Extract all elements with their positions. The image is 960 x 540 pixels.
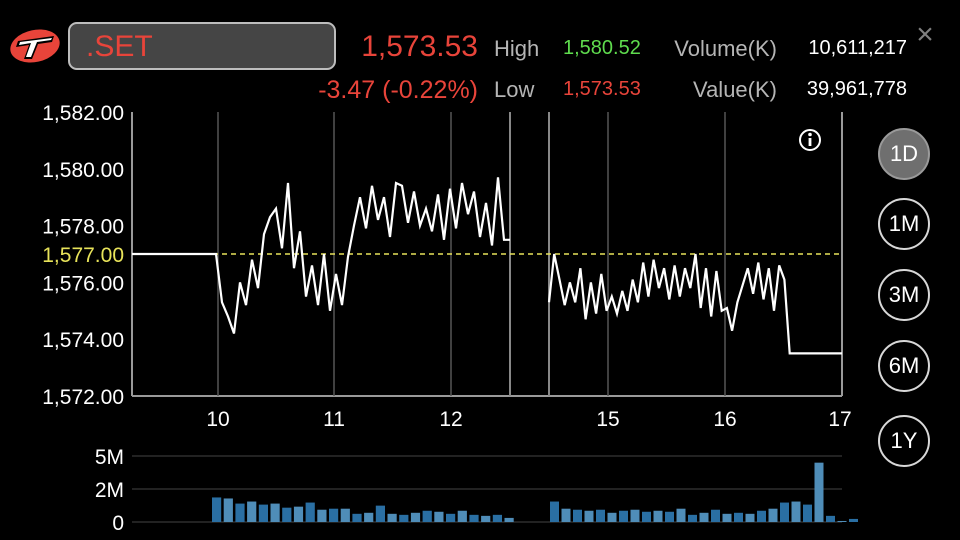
morning-session-line bbox=[132, 177, 510, 334]
volume-bar bbox=[584, 510, 594, 522]
high-value: 1,580.52 bbox=[563, 37, 641, 59]
volume-bar bbox=[596, 509, 605, 522]
volume-bar bbox=[734, 512, 743, 522]
volume-bar bbox=[803, 504, 812, 522]
y-tick-label: 1,576.00 bbox=[42, 272, 124, 295]
volume-bar bbox=[352, 513, 362, 522]
volume-bar bbox=[504, 517, 514, 522]
app-logo bbox=[10, 29, 60, 63]
volume-bar bbox=[791, 501, 801, 522]
volume-bar bbox=[223, 498, 233, 522]
volume-bar bbox=[317, 509, 327, 522]
y-axis: 1,582.00 1,580.00 1,578.00 1,576.00 1,574.00… bbox=[42, 102, 124, 409]
volume-bar bbox=[757, 510, 766, 522]
volume-tick-label: 5M bbox=[95, 446, 124, 469]
volume-bar bbox=[573, 509, 582, 522]
volume-label: Volume(K) bbox=[674, 36, 777, 61]
volume-bar bbox=[387, 513, 397, 522]
volume-bar bbox=[305, 502, 315, 522]
reference-label: 1,577.00 bbox=[42, 244, 124, 267]
x-axis: 10 11 12 15 16 17 bbox=[206, 408, 851, 431]
low-value: 1,573.53 bbox=[563, 78, 641, 100]
y-tick-label: 1,580.00 bbox=[42, 159, 124, 182]
volume-bar bbox=[293, 506, 304, 522]
volume-bar bbox=[550, 501, 559, 522]
volume-bar bbox=[282, 507, 292, 522]
volume-value: 10,611,217 bbox=[808, 37, 907, 59]
value-label: Value(K) bbox=[693, 77, 777, 102]
volume-bar bbox=[745, 513, 755, 522]
volume-bar bbox=[270, 503, 280, 522]
volume-bar bbox=[665, 511, 674, 522]
volume-bar bbox=[375, 505, 385, 522]
volume-bar bbox=[837, 520, 847, 522]
volume-bar bbox=[446, 513, 456, 522]
volume-bar bbox=[699, 512, 709, 522]
info-icon[interactable] bbox=[799, 129, 821, 151]
price-line bbox=[132, 177, 842, 355]
price-change: -3.47 (-0.22%) bbox=[318, 76, 478, 104]
volume-bar bbox=[653, 510, 663, 522]
y-tick-label: 1,582.00 bbox=[42, 102, 124, 125]
volume-bar bbox=[676, 508, 686, 522]
volume-bar bbox=[642, 511, 651, 522]
x-tick-label: 16 bbox=[713, 408, 736, 431]
volume-bar bbox=[814, 462, 824, 522]
volume-tick-label: 0 bbox=[112, 512, 124, 535]
y-tick-label: 1,572.00 bbox=[42, 386, 124, 409]
y-tick-label: 1,578.00 bbox=[42, 216, 124, 239]
afternoon-session-line bbox=[547, 253, 842, 355]
volume-bar bbox=[434, 511, 444, 522]
volume-bar bbox=[212, 497, 222, 522]
volume-bar bbox=[826, 515, 835, 522]
volume-bars bbox=[212, 462, 858, 522]
volume-tick-label: 2M bbox=[95, 479, 124, 502]
volume-bar bbox=[688, 514, 697, 522]
volume-bar bbox=[247, 501, 257, 522]
low-label: Low bbox=[494, 77, 535, 102]
range-button-1d[interactable]: 1D bbox=[878, 128, 930, 180]
volume-bar bbox=[849, 518, 858, 522]
volume-bar bbox=[469, 514, 479, 522]
volume-bar bbox=[340, 508, 350, 522]
volume-bar bbox=[258, 504, 268, 522]
x-tick-label: 15 bbox=[596, 408, 619, 431]
volume-bar bbox=[607, 512, 617, 522]
x-tick-label: 11 bbox=[323, 408, 345, 431]
volume-bar bbox=[619, 510, 628, 522]
volume-bar bbox=[722, 513, 732, 522]
volume-bar bbox=[329, 508, 339, 522]
close-icon[interactable]: × bbox=[916, 18, 934, 51]
volume-bar bbox=[561, 508, 571, 522]
volume-bar bbox=[711, 509, 720, 522]
volume-bar bbox=[410, 512, 421, 522]
volume-bar bbox=[630, 509, 640, 522]
volume-bar bbox=[457, 510, 467, 522]
volume-bar bbox=[399, 514, 409, 522]
x-tick-label: 12 bbox=[439, 408, 462, 431]
volume-bar bbox=[492, 514, 502, 522]
symbol-input[interactable]: .SET bbox=[68, 22, 336, 70]
x-tick-label: 17 bbox=[828, 408, 851, 431]
range-button-3m[interactable]: 3M bbox=[878, 269, 930, 321]
volume-bar bbox=[235, 503, 245, 522]
y-tick-label: 1,574.00 bbox=[42, 329, 124, 352]
volume-bar bbox=[364, 512, 374, 522]
volume-bar bbox=[780, 502, 789, 522]
x-tick-label: 10 bbox=[206, 408, 229, 431]
range-button-1y[interactable]: 1Y bbox=[878, 415, 930, 467]
value-value: 39,961,778 bbox=[806, 78, 907, 100]
high-label: High bbox=[494, 36, 540, 61]
volume-bar bbox=[481, 515, 491, 522]
range-button-1m[interactable]: 1M bbox=[878, 198, 930, 250]
range-button-6m[interactable]: 6M bbox=[878, 340, 930, 392]
reference-line: 1,577.00 bbox=[42, 244, 842, 267]
last-price: 1,573.53 bbox=[361, 30, 478, 63]
volume-bar bbox=[768, 508, 778, 522]
volume-bar bbox=[422, 510, 432, 522]
